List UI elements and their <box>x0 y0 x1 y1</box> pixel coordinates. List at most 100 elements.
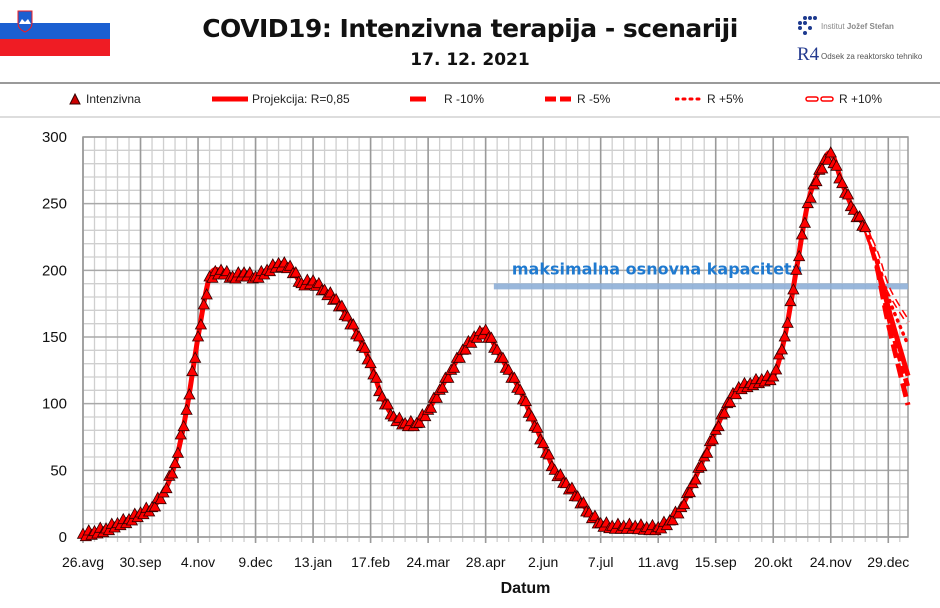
legend: Intenzivna Projekcija: R=0,85 R -10% R -… <box>0 84 940 118</box>
dash-icon <box>545 96 573 102</box>
data-point-triangle <box>183 388 196 400</box>
data-point-triangle <box>496 351 510 363</box>
data-point-triangle <box>364 356 377 369</box>
dotted-line-icon <box>675 97 703 101</box>
data-point-triangle <box>186 364 199 377</box>
data-point-triangle <box>289 266 303 278</box>
x-tick-label: 29.dec <box>867 554 909 570</box>
legend-item-r-plus-5: R +5% <box>675 92 743 106</box>
data-point-triangle <box>436 381 449 393</box>
data-point-triangle <box>700 446 714 458</box>
ijs-logo: Institut Jožef Stefan <box>797 15 937 37</box>
data-point-triangle <box>171 446 185 458</box>
data-point-triangle <box>508 371 521 383</box>
data-point-triangle <box>430 391 443 403</box>
legend-item-intenzivna: Intenzivna <box>68 92 141 106</box>
x-tick-label: 2.jun <box>528 554 558 570</box>
data-point-triangle <box>531 421 544 433</box>
x-tick-label: 26.avg <box>62 554 104 570</box>
x-tick-label: 4.nov <box>181 554 215 570</box>
r4-logo: R4 Odsek za reaktorsko tehniko <box>797 44 937 66</box>
projection-line <box>862 226 911 406</box>
data-point-triangle <box>577 496 590 508</box>
data-point-triangle <box>453 351 466 363</box>
y-tick-label: 100 <box>42 396 67 413</box>
data-point-triangle <box>148 500 162 512</box>
data-point-triangle <box>536 436 550 449</box>
data-point-triangle <box>565 481 579 493</box>
legend-item-r-minus-5: R -5% <box>545 92 610 106</box>
ijs-dots-icon <box>798 16 817 35</box>
legend-label: Intenzivna <box>86 92 141 106</box>
data-point-triangle <box>723 395 737 408</box>
legend-label: R -5% <box>577 92 611 106</box>
data-point-triangle <box>775 343 789 355</box>
data-point-triangle <box>525 410 538 422</box>
data-point-triangle <box>795 228 809 240</box>
y-tick-label: 0 <box>59 529 67 546</box>
data-point-triangle <box>554 468 567 480</box>
data-point-triangle <box>381 398 395 410</box>
x-tick-label: 7.jul <box>588 554 614 570</box>
data-point-triangle <box>666 513 679 526</box>
data-point-triangle <box>519 394 533 407</box>
data-point-triangle <box>792 249 806 262</box>
hollow-dash-icon <box>805 96 834 102</box>
data-point-triangle <box>853 210 866 222</box>
legend-item-r-plus-10: R +10% <box>805 92 882 106</box>
data-point-triangle <box>787 283 800 295</box>
data-point-triangle <box>174 428 187 440</box>
y-tick-label: 200 <box>42 262 67 279</box>
data-point-triangle <box>194 318 208 330</box>
data-point-triangle <box>859 220 872 233</box>
data-point-triangle <box>160 481 173 494</box>
data-point-triangle <box>815 162 829 174</box>
legend-item-projekcija: Projekcija: R=0,85 <box>212 92 350 106</box>
data-point-triangle <box>790 263 803 275</box>
data-point-triangle <box>781 316 794 328</box>
x-tick-label: 24.nov <box>810 554 852 570</box>
data-point-triangle <box>672 507 685 519</box>
data-point-triangle <box>180 403 193 415</box>
projection-line-inner <box>864 227 909 323</box>
data-point-triangle <box>810 174 823 187</box>
data-point-triangle <box>165 467 179 479</box>
observed-markers <box>76 146 872 542</box>
data-point-triangle <box>689 473 702 485</box>
data-point-triangle <box>841 188 855 200</box>
data-point-triangle <box>677 497 691 510</box>
data-point-triangle <box>370 371 383 383</box>
data-point-triangle <box>442 371 455 383</box>
data-point-triangle <box>824 146 837 158</box>
legend-label: R +10% <box>839 92 883 106</box>
data-point-triangle <box>836 176 849 189</box>
data-point-triangle <box>419 409 432 422</box>
projection-r-10- <box>862 226 911 324</box>
chart-date: 17. 12. 2021 <box>410 50 530 70</box>
data-point-triangle <box>352 330 366 342</box>
data-point-triangle <box>347 318 360 330</box>
data-point-triangle <box>413 416 426 428</box>
data-point-triangle <box>695 459 708 472</box>
data-point-triangle <box>154 492 167 505</box>
x-tick-label: 24.mar <box>406 554 450 570</box>
chart-plot: 26.avg 30.sep 4.nov 9.dec 13.jan 17.feb 24.mar… <box>42 129 911 597</box>
chart-title: COVID19: Intenzivna terapija - scenariji <box>202 14 738 43</box>
data-point-triangle <box>424 401 438 413</box>
data-point-triangle <box>191 330 205 342</box>
data-point-triangle <box>188 351 202 363</box>
y-tick-label: 300 <box>42 129 67 146</box>
legend-label: Projekcija: R=0,85 <box>252 92 350 106</box>
x-tick-label: 13.jan <box>294 554 332 570</box>
data-point-triangle <box>821 153 835 165</box>
y-tick-label: 150 <box>42 329 67 346</box>
data-point-triangle <box>335 299 349 311</box>
data-point-triangle <box>358 341 372 353</box>
x-tick-label: 20.okt <box>754 554 792 570</box>
r4-mark: R4 <box>797 44 820 65</box>
data-point-triangle <box>177 419 190 432</box>
projection-r-10- <box>862 226 911 406</box>
r4-text: Odsek za reaktorsko tehniko <box>821 52 923 61</box>
data-point-triangle <box>459 343 472 355</box>
data-point-triangle <box>168 456 182 469</box>
